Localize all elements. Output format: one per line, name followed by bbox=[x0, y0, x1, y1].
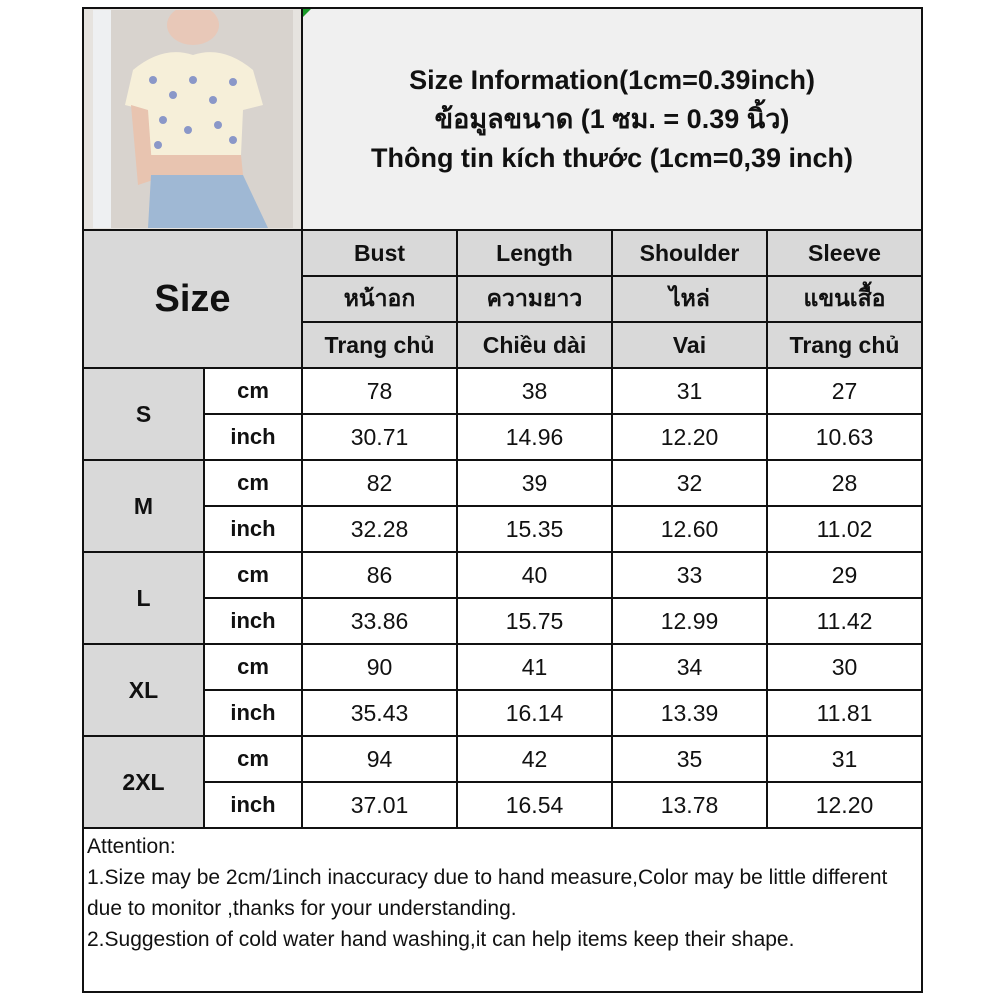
size-label: L bbox=[82, 551, 205, 645]
value-cell: 16.14 bbox=[456, 689, 613, 737]
col-header-sleeve-thai: แขนเสื้อ bbox=[765, 275, 924, 323]
value-cell: 13.39 bbox=[611, 689, 768, 737]
value-cell: 37.01 bbox=[301, 781, 458, 829]
value-cell: 32.28 bbox=[301, 505, 458, 553]
value-cell: 40 bbox=[456, 551, 613, 599]
value-cell: 31 bbox=[765, 735, 924, 783]
note-line-1: 1.Size may be 2cm/1inch inaccuracy due t… bbox=[87, 866, 888, 920]
unit-inch: inch bbox=[203, 781, 303, 829]
value-cell: 94 bbox=[301, 735, 458, 783]
value-cell: 16.54 bbox=[456, 781, 613, 829]
size-label: XL bbox=[82, 643, 205, 737]
value-cell: 29 bbox=[765, 551, 924, 599]
table-row: inch 35.43 16.14 13.39 11.81 bbox=[83, 689, 924, 737]
table-row: 2XL cm 94 42 35 31 bbox=[82, 735, 924, 829]
size-label: S bbox=[82, 367, 205, 461]
col-header-bust-vi: Trang chủ bbox=[301, 321, 458, 369]
value-cell: 10.63 bbox=[765, 413, 924, 461]
unit-inch: inch bbox=[203, 413, 303, 461]
size-label: 2XL bbox=[82, 735, 205, 829]
value-cell: 82 bbox=[301, 459, 458, 507]
value-cell: 86 bbox=[301, 551, 458, 599]
value-cell: 42 bbox=[456, 735, 613, 783]
table-row: inch 33.86 15.75 12.99 11.42 bbox=[83, 597, 924, 645]
col-header-shoulder-thai: ไหล่ bbox=[611, 275, 768, 323]
note-line-2: 2.Suggestion of cold water hand washing,… bbox=[87, 928, 795, 951]
unit-cm: cm bbox=[203, 643, 303, 691]
value-cell: 39 bbox=[456, 459, 613, 507]
unit-cm: cm bbox=[203, 735, 303, 783]
table-row: inch 30.71 14.96 12.20 10.63 bbox=[83, 413, 924, 461]
value-cell: 38 bbox=[456, 367, 613, 415]
value-cell: 12.20 bbox=[765, 781, 924, 829]
table-row: XL cm 90 41 34 30 bbox=[82, 643, 924, 737]
unit-cm: cm bbox=[203, 367, 303, 415]
value-cell: 35 bbox=[611, 735, 768, 783]
title-vietnamese: Thông tin kích thước (1cm=0,39 inch) bbox=[370, 142, 854, 173]
value-cell: 78 bbox=[301, 367, 458, 415]
value-cell: 27 bbox=[765, 367, 924, 415]
col-header-shoulder-vi: Vai bbox=[611, 321, 768, 369]
attention-notes: Attention: 1.Size may be 2cm/1inch inacc… bbox=[81, 827, 924, 993]
value-cell: 12.60 bbox=[611, 505, 768, 553]
value-cell: 11.42 bbox=[765, 597, 924, 645]
cell-comment-marker-icon bbox=[303, 9, 311, 17]
size-label: M bbox=[82, 459, 205, 553]
value-cell: 13.78 bbox=[611, 781, 768, 829]
title-cell: Size Information(1cm=0.39inch) ข้อมูลขนา… bbox=[300, 7, 924, 231]
value-cell: 31 bbox=[611, 367, 768, 415]
size-chart: Size Information(1cm=0.39inch) ข้อมูลขนา… bbox=[81, 7, 924, 993]
unit-inch: inch bbox=[203, 505, 303, 553]
unit-cm: cm bbox=[203, 459, 303, 507]
model-photo-icon bbox=[92, 10, 293, 228]
table-row: inch 32.28 15.35 12.60 11.02 bbox=[83, 505, 924, 553]
unit-inch: inch bbox=[203, 689, 303, 737]
unit-inch: inch bbox=[203, 597, 303, 645]
value-cell: 11.02 bbox=[765, 505, 924, 553]
value-cell: 12.99 bbox=[611, 597, 768, 645]
value-cell: 30.71 bbox=[301, 413, 458, 461]
value-cell: 12.20 bbox=[611, 413, 768, 461]
product-photo bbox=[82, 7, 303, 231]
col-header-length: Length bbox=[456, 229, 613, 277]
value-cell: 15.75 bbox=[456, 597, 613, 645]
col-header-sleeve-vi: Trang chủ bbox=[765, 321, 924, 369]
value-cell: 15.35 bbox=[456, 505, 613, 553]
value-cell: 41 bbox=[456, 643, 613, 691]
unit-cm: cm bbox=[203, 551, 303, 599]
col-header-sleeve: Sleeve bbox=[765, 229, 924, 277]
value-cell: 14.96 bbox=[456, 413, 613, 461]
value-cell: 34 bbox=[611, 643, 768, 691]
notes-heading: Attention: bbox=[87, 835, 176, 858]
col-header-length-thai: ความยาว bbox=[456, 275, 613, 323]
value-cell: 30 bbox=[765, 643, 924, 691]
value-cell: 90 bbox=[301, 643, 458, 691]
table-row: inch 37.01 16.54 13.78 12.20 bbox=[83, 781, 924, 829]
col-header-bust-thai: หน้าอก bbox=[301, 275, 458, 323]
value-cell: 33 bbox=[611, 551, 768, 599]
value-cell: 33.86 bbox=[301, 597, 458, 645]
size-header: Size bbox=[82, 229, 303, 369]
col-header-shoulder: Shoulder bbox=[611, 229, 768, 277]
title-thai: ข้อมูลขนาด (1 ซม. = 0.39 นิ้ว) bbox=[434, 103, 790, 134]
title-english: Size Information(1cm=0.39inch) bbox=[409, 64, 815, 95]
value-cell: 35.43 bbox=[301, 689, 458, 737]
size-table: Size Information(1cm=0.39inch) ข้อมูลขนา… bbox=[81, 7, 924, 993]
value-cell: 11.81 bbox=[765, 689, 924, 737]
value-cell: 28 bbox=[765, 459, 924, 507]
value-cell: 32 bbox=[611, 459, 768, 507]
col-header-length-vi: Chiều dài bbox=[456, 321, 613, 369]
col-header-bust: Bust bbox=[301, 229, 458, 277]
